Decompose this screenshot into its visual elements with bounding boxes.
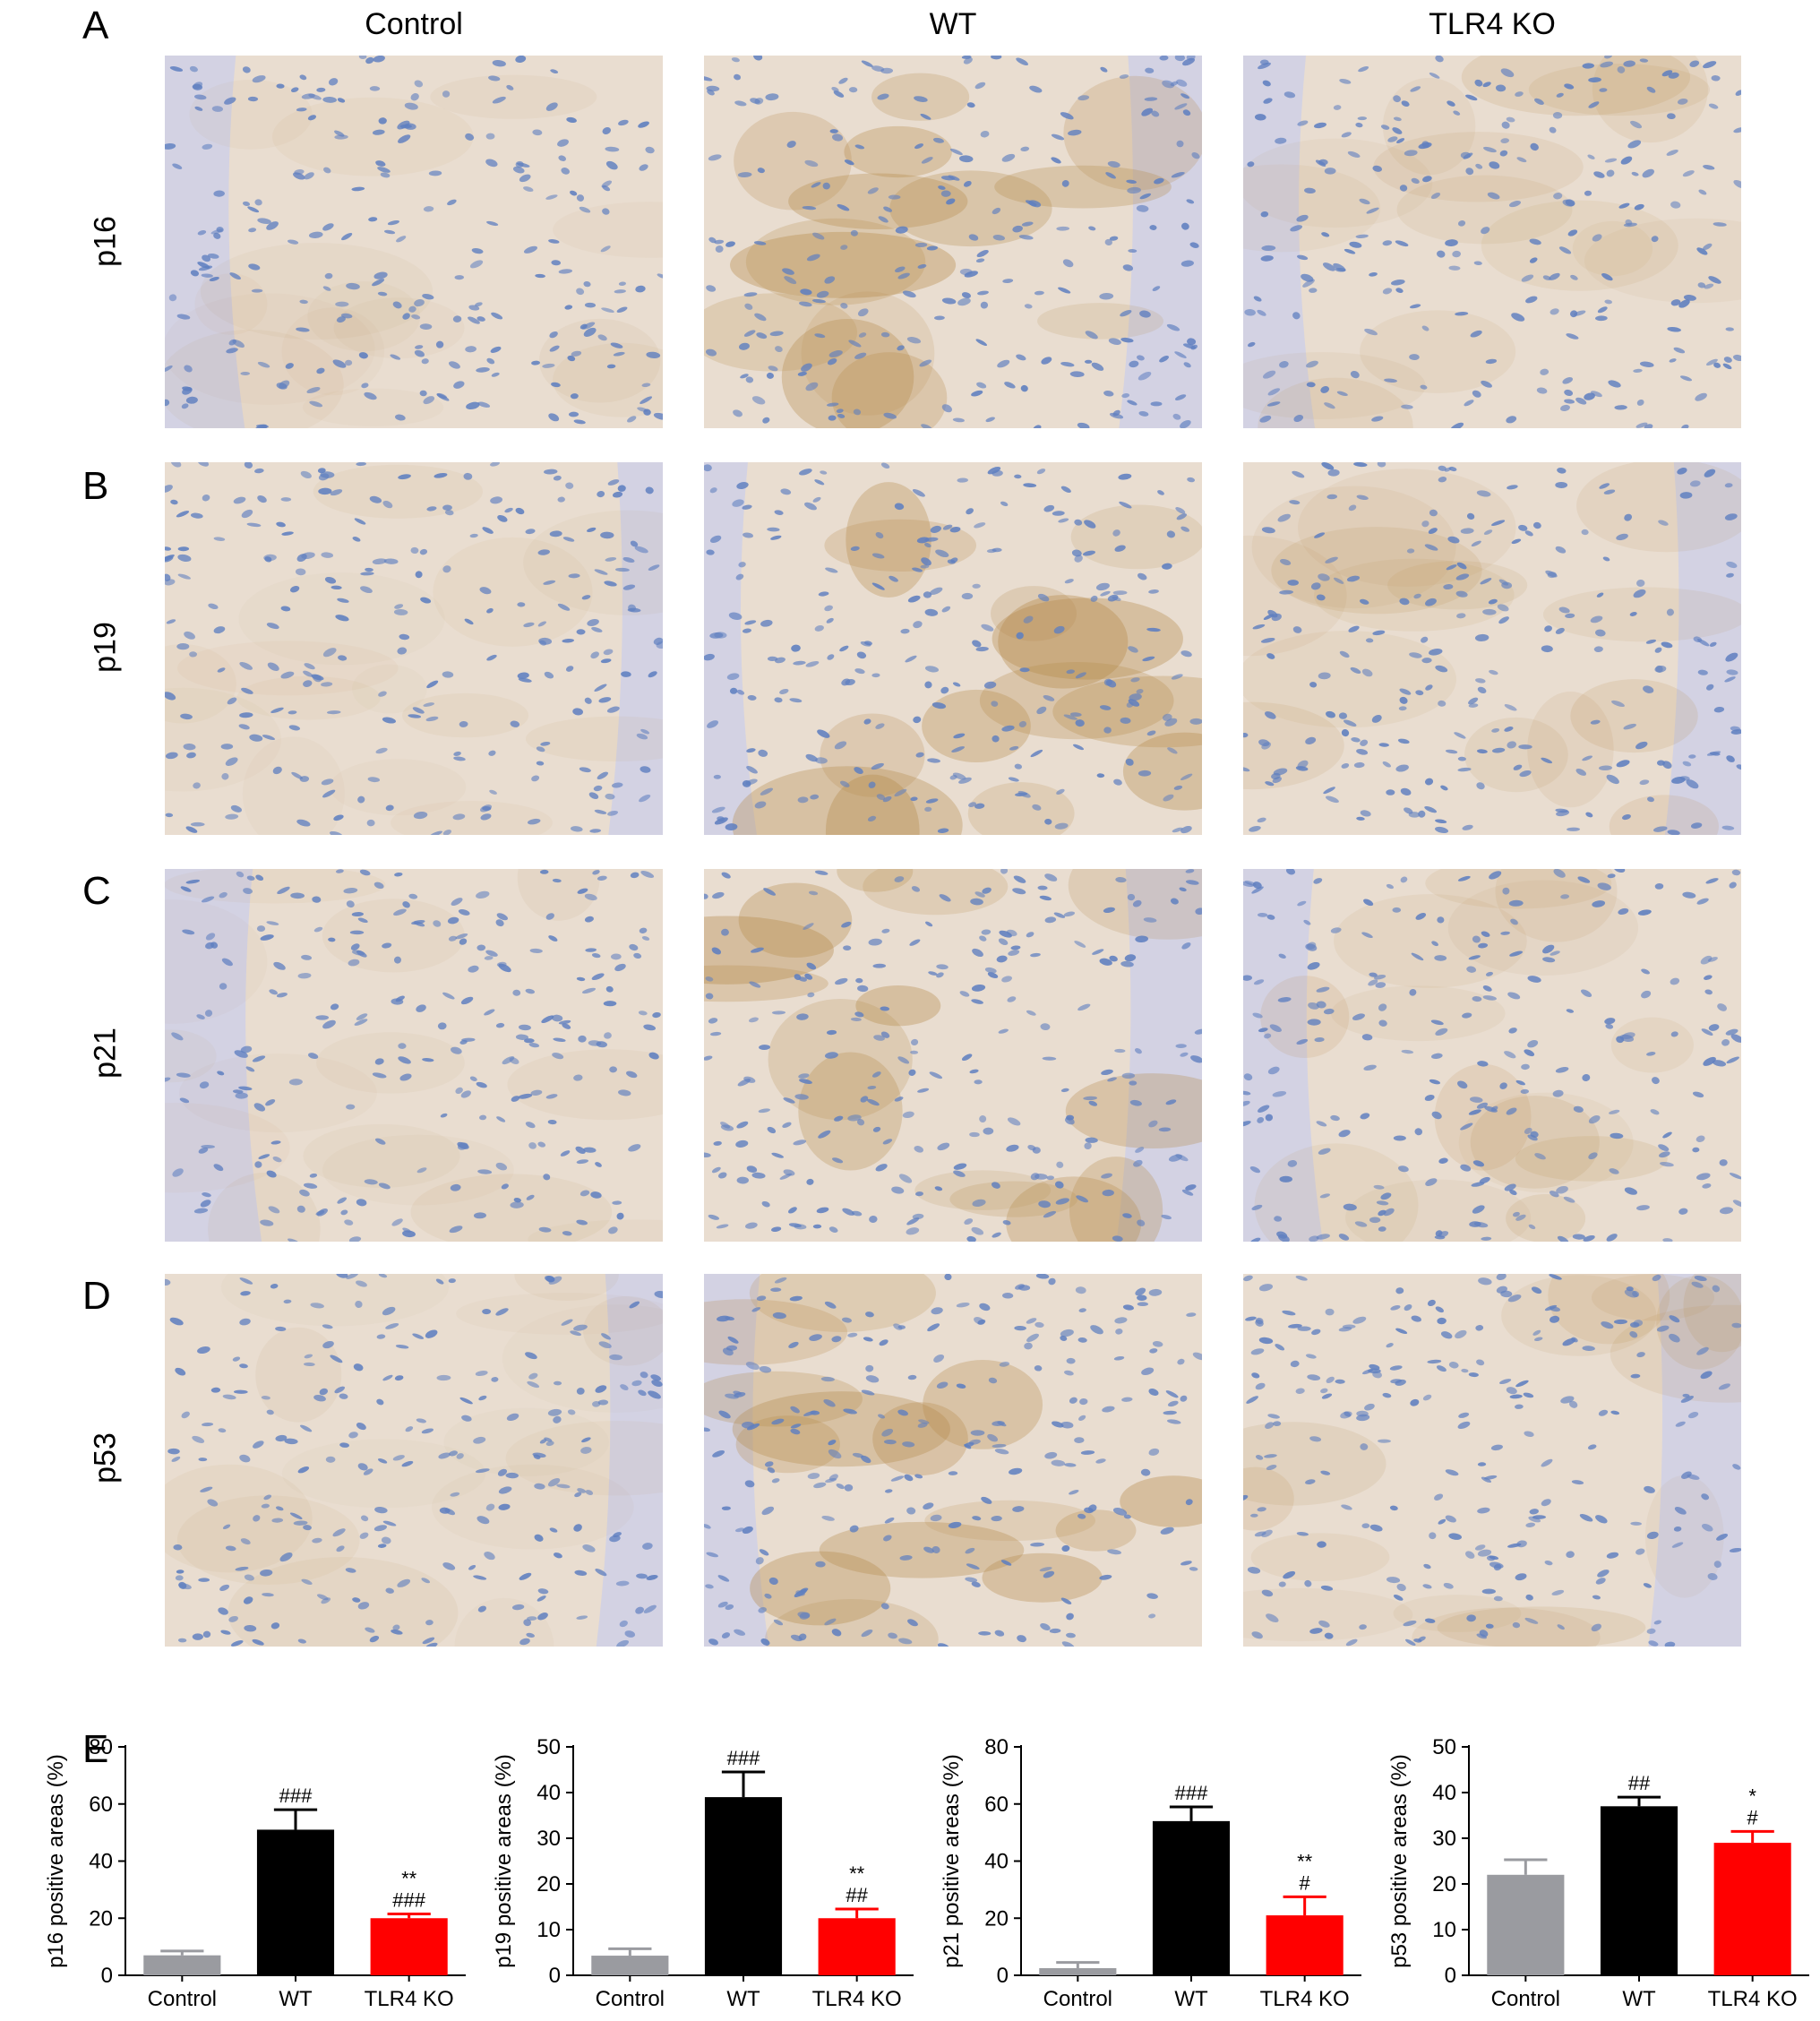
- y-tick-label: 40: [984, 1850, 1009, 1874]
- y-axis-label: p19 positive areas (%): [492, 1754, 516, 1968]
- significance-label: ###: [392, 1888, 425, 1911]
- row-label-p21: p21: [88, 1028, 123, 1079]
- significance-label: **: [1297, 1850, 1313, 1872]
- chart-p19: p19 positive areas (%) 0 10 20 30 40 50 Control…: [484, 1724, 923, 2017]
- row-label-p19: p19: [88, 622, 123, 673]
- column-header-tlr4-ko: TLR4 KO: [1429, 7, 1556, 41]
- significance-label: ###: [1175, 1782, 1208, 1804]
- significance-label: ###: [279, 1784, 313, 1807]
- bar-wt: [256, 1829, 335, 1975]
- x-tick-label: TLR4 KO: [1708, 1987, 1798, 2011]
- bar-tlr4-ko: [1266, 1915, 1344, 1975]
- row-label-p53: p53: [88, 1432, 123, 1484]
- x-tick-label: WT: [279, 1987, 313, 2011]
- y-tick-label: 0: [101, 1964, 113, 1988]
- y-tick-label: 40: [537, 1781, 561, 1805]
- micrograph-p53-wt: [704, 1274, 1202, 1647]
- chart-p21: p21 positive areas (%) 0 20 40 60 80 Control WT…: [931, 1724, 1370, 2017]
- column-header-control: Control: [365, 7, 463, 41]
- y-tick-label: 30: [1432, 1827, 1456, 1851]
- micrograph-p53-control: [165, 1274, 663, 1647]
- micrograph-p19-wt: [704, 462, 1202, 835]
- y-tick-label: 30: [537, 1827, 561, 1851]
- bar-tlr4-ko: [1713, 1843, 1791, 1975]
- micrograph-p21-wt: [704, 869, 1202, 1242]
- panel-letter-d: D: [82, 1274, 111, 1318]
- y-tick-label: 50: [1432, 1735, 1456, 1759]
- column-header-wt: WT: [929, 7, 977, 41]
- bar-tlr4-ko: [370, 1918, 448, 1975]
- x-tick-label: Control: [1043, 1987, 1112, 2011]
- significance-label: ##: [846, 1884, 868, 1906]
- significance-label: **: [849, 1862, 865, 1885]
- y-axis-label: p53 positive areas (%): [1387, 1754, 1412, 1968]
- y-axis-label: p16 positive areas (%): [44, 1754, 68, 1968]
- micrograph-p16-control: [165, 56, 663, 428]
- y-tick-label: 20: [537, 1872, 561, 1896]
- chart-p53: p53 positive areas (%) 0 10 20 30 40 50 Control…: [1379, 1724, 1818, 2017]
- y-tick-label: 0: [1445, 1964, 1456, 1988]
- x-tick-label: WT: [726, 1987, 760, 2011]
- x-tick-label: WT: [1622, 1987, 1656, 2011]
- bar-wt: [704, 1797, 783, 1975]
- significance-label: #: [1747, 1806, 1759, 1828]
- y-tick-label: 10: [1432, 1918, 1456, 1942]
- y-tick-label: 10: [537, 1918, 561, 1942]
- bar-control: [591, 1956, 669, 1975]
- x-tick-label: Control: [148, 1987, 217, 2011]
- y-tick-label: 20: [984, 1906, 1009, 1931]
- micrograph-p21-tlr4-ko: [1243, 869, 1741, 1242]
- bar-tlr4-ko: [818, 1918, 896, 1975]
- x-tick-label: Control: [596, 1987, 665, 2011]
- significance-label: #: [1300, 1871, 1311, 1894]
- y-axis-label: p21 positive areas (%): [940, 1754, 964, 1968]
- micrograph-p53-tlr4-ko: [1243, 1274, 1741, 1647]
- y-tick-label: 20: [1432, 1872, 1456, 1896]
- micrograph-p16-tlr4-ko: [1243, 56, 1741, 428]
- y-tick-label: 40: [1432, 1781, 1456, 1805]
- x-tick-label: TLR4 KO: [1260, 1987, 1350, 2011]
- bar-control: [143, 1955, 221, 1975]
- y-tick-label: 60: [984, 1793, 1009, 1817]
- bar-wt: [1152, 1820, 1231, 1975]
- panel-letter-a: A: [82, 4, 109, 47]
- y-tick-label: 80: [89, 1735, 113, 1759]
- x-tick-label: TLR4 KO: [812, 1987, 902, 2011]
- x-tick-label: TLR4 KO: [365, 1987, 454, 2011]
- micrograph-p16-wt: [704, 56, 1202, 428]
- y-tick-label: 50: [537, 1735, 561, 1759]
- row-label-p16: p16: [88, 216, 123, 267]
- significance-label: ##: [1628, 1772, 1651, 1794]
- bar-control: [1039, 1968, 1117, 1975]
- x-tick-label: WT: [1174, 1987, 1208, 2011]
- x-tick-label: Control: [1491, 1987, 1560, 2011]
- bar-control: [1487, 1874, 1565, 1975]
- y-tick-label: 0: [997, 1964, 1009, 1988]
- panel-letter-c: C: [82, 869, 111, 913]
- significance-label: **: [401, 1867, 417, 1889]
- significance-label: *: [1748, 1784, 1756, 1807]
- y-tick-label: 60: [89, 1793, 113, 1817]
- y-tick-label: 80: [984, 1735, 1009, 1759]
- y-tick-label: 0: [549, 1964, 561, 1988]
- y-tick-label: 20: [89, 1906, 113, 1931]
- micrograph-p19-tlr4-ko: [1243, 462, 1741, 835]
- y-tick-label: 40: [89, 1850, 113, 1874]
- bar-wt: [1600, 1806, 1678, 1975]
- significance-label: ###: [727, 1747, 760, 1769]
- micrograph-p21-control: [165, 869, 663, 1242]
- micrograph-p19-control: [165, 462, 663, 835]
- panel-letter-e: E: [82, 1727, 109, 1771]
- chart-p16: p16 positive areas (%) 0 20 40 60 80 Control WT…: [36, 1724, 475, 2017]
- panel-letter-b: B: [82, 464, 109, 508]
